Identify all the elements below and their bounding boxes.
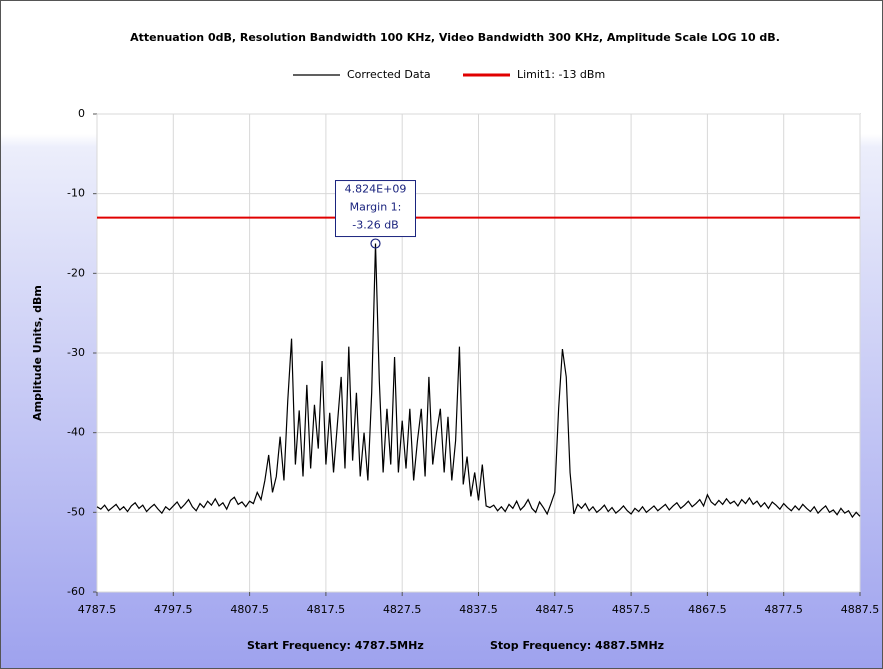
x-tick-label: 4807.5 (230, 603, 269, 616)
y-tick-label: -50 (67, 505, 85, 518)
series-line (96, 243, 861, 519)
y-tick-label: -40 (67, 426, 85, 439)
marker-label: 4.824E+09 (345, 183, 407, 196)
x-tick-label: 4797.5 (154, 603, 193, 616)
x-tick-label: 4847.5 (536, 603, 575, 616)
marker-box (334, 180, 416, 238)
y-tick-label: -60 (67, 585, 85, 598)
marker-point (370, 238, 381, 249)
x-tick-label: 4877.5 (764, 603, 803, 616)
x-tick-label: 4887.5 (841, 603, 880, 616)
start-frequency: Start Frequency: 4787.5MHz (247, 639, 424, 652)
x-tick-label: 4827.5 (383, 603, 422, 616)
x-tick-label: 4857.5 (612, 603, 651, 616)
y-tick-label: -20 (67, 266, 85, 279)
x-tick-label: 4787.5 (78, 603, 117, 616)
y-tick-label: 0 (78, 107, 85, 120)
y-axis-label: Amplitude Units, dBm (31, 285, 44, 421)
x-tick-label: 4817.5 (307, 603, 346, 616)
stop-frequency: Stop Frequency: 4887.5MHz (490, 639, 664, 652)
y-tick-label: -30 (67, 346, 85, 359)
marker-label: Margin 1: (350, 201, 402, 214)
legend-label: Limit1: -13 dBm (517, 68, 605, 81)
x-tick-label: 4837.5 (459, 603, 498, 616)
x-tick-label: 4867.5 (688, 603, 727, 616)
chart-title: Attenuation 0dB, Resolution Bandwidth 10… (130, 31, 780, 44)
marker-label: -3.26 dB (352, 219, 399, 232)
y-tick-label: -10 (67, 187, 85, 200)
legend-label: Corrected Data (347, 68, 431, 81)
